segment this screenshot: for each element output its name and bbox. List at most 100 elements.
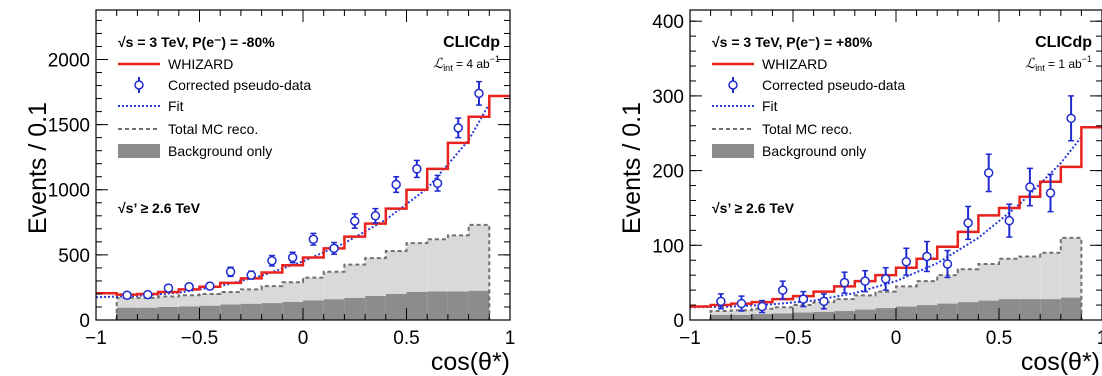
data-point <box>163 283 174 293</box>
beam-condition-label: √s = 3 TeV, P(e⁻) = -80% <box>118 34 275 50</box>
legend-label-fit: Fit <box>762 98 778 114</box>
total-mc-fill <box>1040 252 1061 300</box>
x-tick-label: 1 <box>1097 328 1102 349</box>
total-mc-fill <box>957 269 979 303</box>
background-bar <box>282 301 303 320</box>
background-bar <box>116 307 138 320</box>
data-point <box>983 168 994 178</box>
total-mc-fill <box>323 271 345 300</box>
experiment-label: CLICdp <box>1035 34 1092 51</box>
luminosity-label: ℒint = 4 ab−1 <box>433 54 500 73</box>
left-panel: 0 500 1000 1500 2000 −1 −0.5 0 0.5 1 Events / 0.1… <box>24 9 516 376</box>
experiment-label: CLICdp <box>443 34 500 51</box>
background-bar <box>793 312 814 320</box>
data-point <box>901 256 912 267</box>
data-point <box>225 267 236 277</box>
total-mc-fill <box>220 291 241 305</box>
background-bar <box>406 291 428 320</box>
background-bar <box>710 314 732 320</box>
data-point <box>329 243 339 254</box>
background-bar <box>158 306 179 320</box>
background-bar <box>772 313 793 320</box>
background-bar <box>468 290 490 320</box>
data-point <box>736 298 747 309</box>
sqrt-s-prime-cut-label: √s’ ≥ 2.6 TeV <box>118 200 201 216</box>
x-tick-label: −1 <box>85 328 107 349</box>
total-mc-fill <box>978 263 999 301</box>
total-mc-fill <box>178 295 200 307</box>
data-point <box>757 301 767 312</box>
plot-area: 0 500 1000 1500 2000 −1 −0.5 0 0.5 1 <box>48 9 516 349</box>
background-bar <box>751 314 773 320</box>
x-tick-label: −0.5 <box>181 328 219 349</box>
data-point <box>370 211 381 221</box>
lumi-superscript: −1 <box>490 54 500 64</box>
data-point <box>432 178 443 188</box>
x-tick-label: 0 <box>298 328 309 349</box>
total-mc-fill <box>468 224 490 291</box>
data-point <box>143 289 153 300</box>
legend-swatch-data-marker <box>728 80 738 90</box>
total-mc-fill <box>261 286 283 304</box>
total-mc-fill <box>344 264 366 298</box>
x-tick-label: −1 <box>679 328 701 349</box>
fit-curve <box>95 103 491 299</box>
lumi-subscript: int <box>443 63 453 73</box>
lumi-symbol: ℒ <box>433 55 444 71</box>
legend-label-data: Corrected pseudo-data <box>168 77 311 93</box>
legend-label-background: Background only <box>168 143 272 159</box>
data-point <box>453 123 463 133</box>
total-mc-fill <box>365 258 386 296</box>
data-point <box>122 290 132 301</box>
total-mc-fill <box>731 310 752 315</box>
data-point <box>1025 182 1035 192</box>
legend-label-fit: Fit <box>168 98 184 114</box>
data-point <box>184 282 194 292</box>
legend-label-total-mc: Total MC reco. <box>762 121 852 137</box>
total-mc-fill <box>447 235 469 292</box>
background-bar <box>385 293 407 320</box>
background-bar <box>447 291 469 320</box>
y-tick-label: 2000 <box>48 50 90 71</box>
background-bar <box>957 302 979 320</box>
background-bar <box>344 297 366 320</box>
total-mc-fill <box>1060 237 1082 298</box>
background-bar <box>875 308 896 320</box>
right-panel: 0 100 200 300 400 −1 −0.5 0 0.5 1 Events / 0.1 co… <box>618 9 1102 376</box>
data-point <box>860 276 870 286</box>
y-axis-label: Events / 0.1 <box>24 102 52 234</box>
x-tick-label: −0.5 <box>774 328 812 349</box>
y-tick-label: 100 <box>652 236 684 257</box>
sqrt-s-prime-cut-label: √s’ ≥ 2.6 TeV <box>712 200 795 216</box>
x-tick-label: 0 <box>891 328 902 349</box>
total-mc-fill <box>240 289 262 304</box>
data-point <box>391 179 401 190</box>
y-tick-label: 400 <box>652 12 684 33</box>
y-tick-label: 1000 <box>48 181 90 202</box>
background-bar <box>813 311 835 320</box>
beam-condition-label: √s = 3 TeV, P(e⁻) = +80% <box>712 34 873 50</box>
background-bar <box>1060 297 1082 320</box>
legend-label-whizard: WHIZARD <box>168 56 233 72</box>
x-tick-label: 1 <box>505 328 516 349</box>
data-point <box>819 296 829 307</box>
data-point <box>350 216 360 226</box>
legend: √s = 3 TeV, P(e⁻) = -80% CLICdp ℒint = 4… <box>118 34 500 159</box>
total-mc-fill <box>834 299 855 312</box>
total-mc-fill <box>137 297 159 308</box>
background-bar <box>854 309 876 320</box>
total-mc-fill <box>999 258 1020 300</box>
data-point <box>716 296 726 307</box>
total-mc-fill <box>406 243 428 292</box>
background-bar <box>178 306 200 320</box>
total-mc-fill <box>385 250 407 294</box>
background-bar <box>427 291 448 320</box>
data-point <box>474 88 484 99</box>
total-mc-fill <box>1019 256 1041 300</box>
background-bar <box>240 303 262 320</box>
y-tick-label: 500 <box>58 246 90 267</box>
plot-area: 0 100 200 300 400 −1 −0.5 0 0.5 1 <box>652 9 1102 349</box>
total-mc-fill <box>896 286 917 307</box>
y-axis-label: Events / 0.1 <box>618 102 646 234</box>
